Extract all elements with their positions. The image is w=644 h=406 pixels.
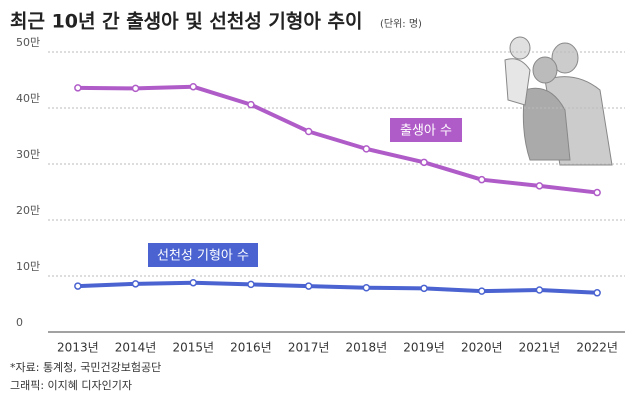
x-tick-label: 2016년: [230, 341, 272, 355]
point: [304, 127, 313, 136]
x-tick-label: 2018년: [346, 341, 388, 355]
source-note: *자료: 통계청, 국민건강보험공단: [10, 361, 161, 374]
point: [478, 175, 486, 184]
x-tick-label: 2022년: [576, 341, 618, 355]
chart-title: 최근 10년 간 출생아 및 선천성 기형아 추이: [10, 11, 362, 33]
series-line: [77, 84, 598, 195]
y-tick-label: 40만: [16, 92, 40, 105]
point: [362, 284, 371, 292]
label-box: [148, 243, 258, 267]
y-tick-label: 50만: [16, 36, 40, 49]
baby-body: [504, 58, 531, 106]
figure-body: [522, 87, 571, 161]
series-label: 출생아 수 선천성 기형아 수: [148, 118, 462, 267]
point: [247, 280, 255, 289]
point: [420, 284, 428, 293]
series-label-text: 선천성 기형아 수: [157, 249, 249, 264]
baby-head: [509, 36, 531, 60]
credit-note: 그래픽: 이지혜 디자인기자: [10, 379, 132, 392]
point: [535, 182, 544, 190]
chart-subtitle: (단위: 명): [380, 17, 422, 30]
point: [131, 280, 140, 288]
point: [593, 289, 601, 297]
illustration: [504, 36, 613, 166]
point: [362, 145, 371, 153]
point: [74, 282, 82, 290]
y-tick-label: 30만: [16, 148, 40, 161]
x-tick-label: 2021년: [519, 341, 561, 355]
point: [74, 84, 82, 92]
point: [535, 286, 544, 294]
point: [593, 188, 601, 197]
point: [478, 287, 486, 295]
point: [131, 84, 140, 93]
y-tick-label: 20만: [16, 204, 40, 217]
series-label-text: 출생아 수: [400, 124, 452, 139]
figure-head: [532, 56, 558, 84]
x-tick-label: 2014년: [115, 341, 157, 355]
point: [189, 82, 197, 91]
x-tick-label: 2019년: [403, 341, 445, 355]
point: [304, 282, 313, 290]
label-box: [390, 118, 462, 142]
x-tick-label: 2020년: [461, 341, 503, 355]
point: [189, 278, 197, 287]
series-line: [77, 280, 598, 295]
figure-head: [551, 42, 579, 74]
y-tick-label: 0: [16, 316, 23, 329]
point: [420, 158, 428, 167]
y-tick-label: 10만: [16, 260, 40, 273]
x-tick-label: 2013년: [57, 341, 99, 355]
point: [247, 100, 255, 109]
x-tick-label: 2015년: [172, 341, 214, 355]
x-tick-label: 2017년: [288, 341, 330, 355]
